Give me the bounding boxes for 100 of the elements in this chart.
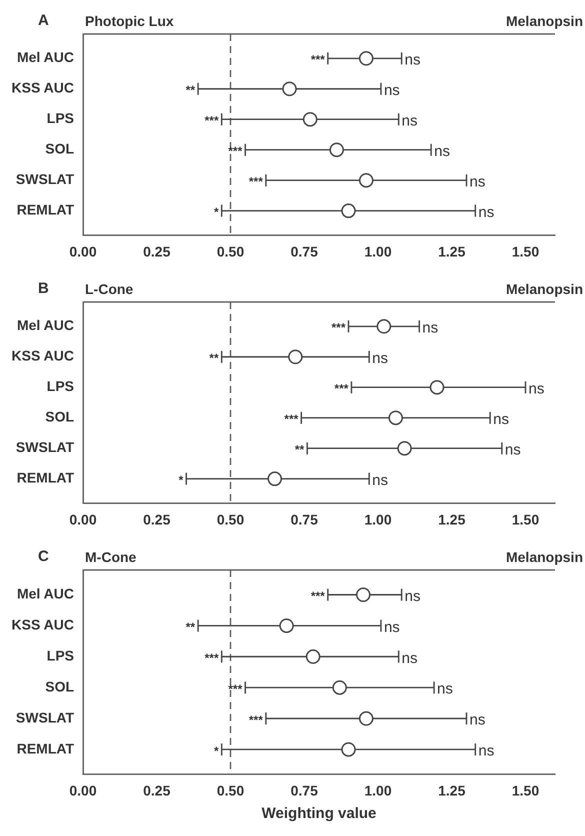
annotation: ns — [402, 650, 418, 667]
x-tick-label: 1.50 — [512, 511, 540, 528]
annotation: ns — [434, 142, 450, 160]
point — [329, 142, 344, 158]
annotation: ns — [478, 204, 494, 221]
point — [306, 649, 320, 664]
y-tick-label: Mel AUC — [16, 586, 74, 602]
y-tick-label: KSS AUC — [12, 80, 74, 96]
text: L-Cone — [85, 281, 134, 297]
annotation: *** — [248, 174, 264, 189]
annotation: *** — [228, 682, 243, 696]
annotation: * — [214, 205, 219, 220]
x-tick-label: 1.50 — [512, 782, 540, 798]
y-tick-label: SOL — [45, 140, 74, 157]
text: Melanopsin — [506, 13, 583, 29]
annotation: * — [214, 744, 219, 758]
y-tick-label: REMLAT — [16, 202, 74, 218]
annotation: * — [178, 473, 184, 488]
x-tick-label: 1.25 — [438, 511, 466, 528]
y-tick-label: SOL — [45, 678, 74, 694]
y-tick-label: LPS — [46, 110, 74, 126]
y-tick-label: Mel AUC — [16, 49, 74, 66]
annotation: *** — [204, 114, 219, 128]
point — [302, 112, 318, 127]
y-tick-label: LPS — [46, 378, 74, 394]
y-tick-label: KSS AUC — [12, 616, 74, 633]
point — [332, 680, 347, 695]
point — [268, 472, 282, 486]
y-tick-label: Mel AUC — [16, 317, 74, 334]
point — [288, 350, 303, 364]
point — [376, 319, 392, 334]
x-tick-label: 0.00 — [69, 243, 97, 260]
point — [341, 204, 356, 218]
point — [356, 588, 371, 602]
annotation: *** — [204, 650, 219, 665]
x-tick-label: 0.75 — [290, 243, 318, 260]
x-tick-label: 0.50 — [216, 511, 244, 528]
x-tick-label: 1.00 — [364, 782, 392, 798]
x-tick-label: 0.75 — [290, 511, 318, 528]
y-tick-label: LPS — [46, 647, 74, 664]
annotation: ns — [384, 618, 400, 636]
annotation: *** — [331, 320, 346, 335]
annotation: ** — [294, 442, 305, 457]
x-tick-label: 0.50 — [216, 782, 244, 798]
text: Photopic Lux — [85, 13, 174, 29]
chart-title: B — [38, 280, 49, 297]
annotation: ns — [402, 112, 418, 130]
x-tick-label: 1.00 — [364, 243, 392, 260]
annotation: ns — [404, 52, 420, 69]
x-tick-label: 0.25 — [143, 511, 171, 528]
x-axis-title: Weighting value — [262, 805, 376, 822]
chart-title: A — [38, 12, 49, 29]
x-tick-label: 0.50 — [216, 243, 244, 260]
x-tick-label: 1.00 — [364, 511, 392, 528]
point — [358, 711, 374, 726]
x-tick-label: 0.00 — [69, 782, 97, 798]
point — [397, 441, 412, 456]
annotation: ns — [437, 680, 453, 698]
x-tick-label: 0.75 — [290, 782, 318, 798]
annotation: ns — [493, 410, 509, 428]
annotation: ns — [528, 380, 544, 398]
text: M-Cone — [85, 549, 137, 565]
point — [358, 51, 374, 66]
x-tick-label: 1.25 — [438, 782, 466, 798]
annotation: *** — [248, 712, 264, 727]
x-tick-label: 1.25 — [438, 243, 466, 260]
annotation: *** — [334, 382, 349, 396]
x-tick-label: 1.50 — [512, 243, 540, 260]
x-tick-label: 0.25 — [143, 243, 171, 260]
y-tick-label: REMLAT — [16, 740, 74, 756]
annotation: ns — [504, 441, 521, 458]
annotation: ** — [186, 83, 196, 98]
annotation: ns — [372, 472, 388, 489]
annotation: *** — [228, 144, 243, 158]
x-tick-label: 0.25 — [143, 782, 171, 798]
chart-title: C — [38, 548, 49, 565]
text: Melanopsin — [506, 549, 583, 565]
y-tick-label: SOL — [45, 408, 74, 425]
point — [282, 82, 297, 96]
point — [358, 173, 374, 188]
annotation: *** — [310, 52, 326, 67]
y-tick-label: SWSLAT — [16, 171, 74, 188]
text: Melanopsin — [506, 281, 583, 297]
annotation: ns — [422, 320, 438, 337]
annotation: ns — [404, 588, 420, 605]
annotation: ns — [470, 712, 486, 729]
point — [430, 380, 444, 395]
point — [388, 410, 403, 426]
annotation: ** — [186, 620, 196, 634]
point — [341, 742, 356, 757]
x-tick-label: 0.00 — [69, 511, 97, 528]
annotation: ** — [209, 351, 219, 366]
y-tick-label: SWSLAT — [16, 709, 74, 726]
annotation: *** — [310, 589, 326, 604]
y-tick-label: SWSLAT — [16, 439, 74, 456]
annotation: ns — [478, 742, 494, 760]
y-tick-label: REMLAT — [16, 470, 74, 486]
annotation: *** — [284, 412, 299, 426]
point — [279, 618, 294, 633]
y-tick-label: KSS AUC — [12, 348, 74, 364]
